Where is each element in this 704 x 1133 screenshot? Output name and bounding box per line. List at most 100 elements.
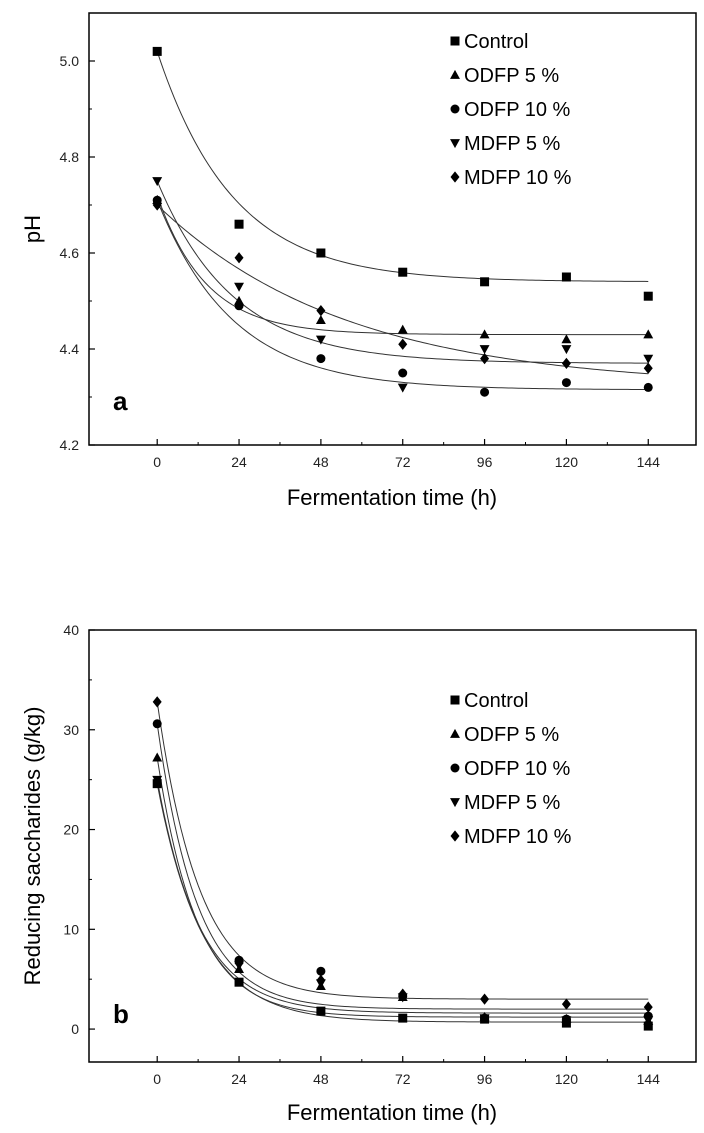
x-tick-label: 24 xyxy=(231,1071,247,1087)
x-tick-label: 96 xyxy=(477,1071,493,1087)
data-point xyxy=(316,354,326,364)
legend-marker xyxy=(450,763,460,773)
legend-label: MDFP 10 % xyxy=(464,826,572,848)
legend: Control ODFP 5 % ODFP 10 % MDFP 5 % MDFP 10 … xyxy=(450,690,572,848)
y-axis-label: Reducing saccharides (g/kg) xyxy=(20,707,45,986)
y-tick-label: 4.4 xyxy=(60,341,80,357)
data-point xyxy=(643,1001,653,1013)
data-point xyxy=(480,993,490,1005)
data-point xyxy=(398,267,408,277)
data-point xyxy=(234,977,244,987)
x-tick-label: 120 xyxy=(555,454,579,470)
x-tick-label: 48 xyxy=(313,1071,329,1087)
data-point xyxy=(561,998,571,1010)
legend-marker xyxy=(450,139,460,149)
data-point xyxy=(398,368,408,378)
data-point xyxy=(398,1013,408,1023)
fit-curve xyxy=(156,701,649,1000)
data-point xyxy=(643,1016,654,1026)
legend-marker xyxy=(450,104,460,114)
legend-label: ODFP 5 % xyxy=(464,724,559,746)
data-point xyxy=(643,354,654,364)
x-tick-label: 72 xyxy=(395,1071,411,1087)
fit-curve xyxy=(156,195,649,336)
legend-label: ODFP 5 % xyxy=(464,65,559,87)
data-point xyxy=(152,177,163,187)
data-point xyxy=(316,966,326,976)
data-point xyxy=(316,1006,326,1016)
data-point xyxy=(316,248,326,258)
data-point xyxy=(561,345,572,355)
panel-b-chart: 0 24 48 72 96 120 144 0 10 20 30 40 Control ODFP 5 … xyxy=(20,622,697,1125)
data-point xyxy=(397,324,408,334)
data-point xyxy=(480,277,490,287)
data-point xyxy=(234,282,244,292)
legend-marker xyxy=(450,171,460,183)
data-point xyxy=(152,696,162,708)
data-point xyxy=(152,752,163,762)
panel-letter: b xyxy=(113,999,129,1029)
x-tick-label: 24 xyxy=(231,454,247,470)
data-point xyxy=(315,315,326,325)
legend-label: ODFP 10 % xyxy=(464,758,571,780)
fit-curve xyxy=(156,783,649,1023)
data-point xyxy=(643,362,653,374)
y-tick-label: 4.2 xyxy=(60,437,80,453)
data-point xyxy=(561,334,572,344)
y-tick-label: 4.6 xyxy=(60,245,80,261)
x-tick-label: 96 xyxy=(477,454,493,470)
x-tick-label: 0 xyxy=(153,454,161,470)
y-tick-label: 4.8 xyxy=(60,149,80,165)
legend-marker xyxy=(450,36,460,46)
fit-curve xyxy=(156,200,649,391)
data-point xyxy=(480,352,490,365)
legend-label: Control xyxy=(464,690,528,712)
y-tick-label: 20 xyxy=(63,822,79,838)
x-axis-label: Fermentation time (h) xyxy=(287,485,497,510)
data-point xyxy=(479,329,490,339)
data-point xyxy=(234,219,244,229)
data-point xyxy=(398,988,408,1000)
y-tick-label: 30 xyxy=(63,722,79,738)
legend: Control ODFP 5 % ODFP 10 % MDFP 5 % MDFP 10 … xyxy=(450,31,572,189)
data-point xyxy=(315,335,326,345)
data-point xyxy=(479,1014,490,1024)
x-tick-label: 120 xyxy=(555,1071,579,1087)
data-point xyxy=(316,974,326,986)
data-point xyxy=(234,957,244,969)
data-point xyxy=(561,357,571,370)
data-point xyxy=(152,199,162,211)
legend-label: MDFP 10 % xyxy=(464,167,572,189)
panel-letter: a xyxy=(113,386,128,416)
data-point xyxy=(152,719,162,729)
data-point xyxy=(398,338,408,350)
data-point xyxy=(643,1021,653,1031)
y-axis-label: pH xyxy=(20,215,45,243)
plot-frame xyxy=(88,12,697,446)
legend-label: MDFP 5 % xyxy=(464,133,561,155)
data-point xyxy=(234,252,244,264)
legend-marker xyxy=(450,69,460,79)
legend-marker xyxy=(450,798,460,808)
fit-curve xyxy=(156,51,649,282)
data-point xyxy=(643,382,653,392)
legend-label: ODFP 10 % xyxy=(464,99,571,121)
x-tick-label: 144 xyxy=(637,454,661,470)
data-point xyxy=(561,1016,572,1026)
panel-a-chart: 0 24 48 72 96 120 144 4.2 4.4 4.6 4.8 5.0 Control O… xyxy=(20,12,697,510)
y-tick-label: 10 xyxy=(63,921,79,937)
data-point xyxy=(561,378,571,388)
legend-label: Control xyxy=(464,31,528,53)
y-tick-label: 5.0 xyxy=(60,53,80,69)
data-point xyxy=(152,46,162,56)
legend-label: MDFP 5 % xyxy=(464,792,561,814)
x-tick-label: 72 xyxy=(395,454,411,470)
x-tick-label: 48 xyxy=(313,454,329,470)
data-point xyxy=(479,345,490,355)
x-axis-label: Fermentation time (h) xyxy=(287,1100,497,1125)
legend-marker xyxy=(450,695,460,705)
data-point xyxy=(480,387,490,397)
data-point xyxy=(561,272,571,282)
x-tick-label: 0 xyxy=(153,1071,161,1087)
